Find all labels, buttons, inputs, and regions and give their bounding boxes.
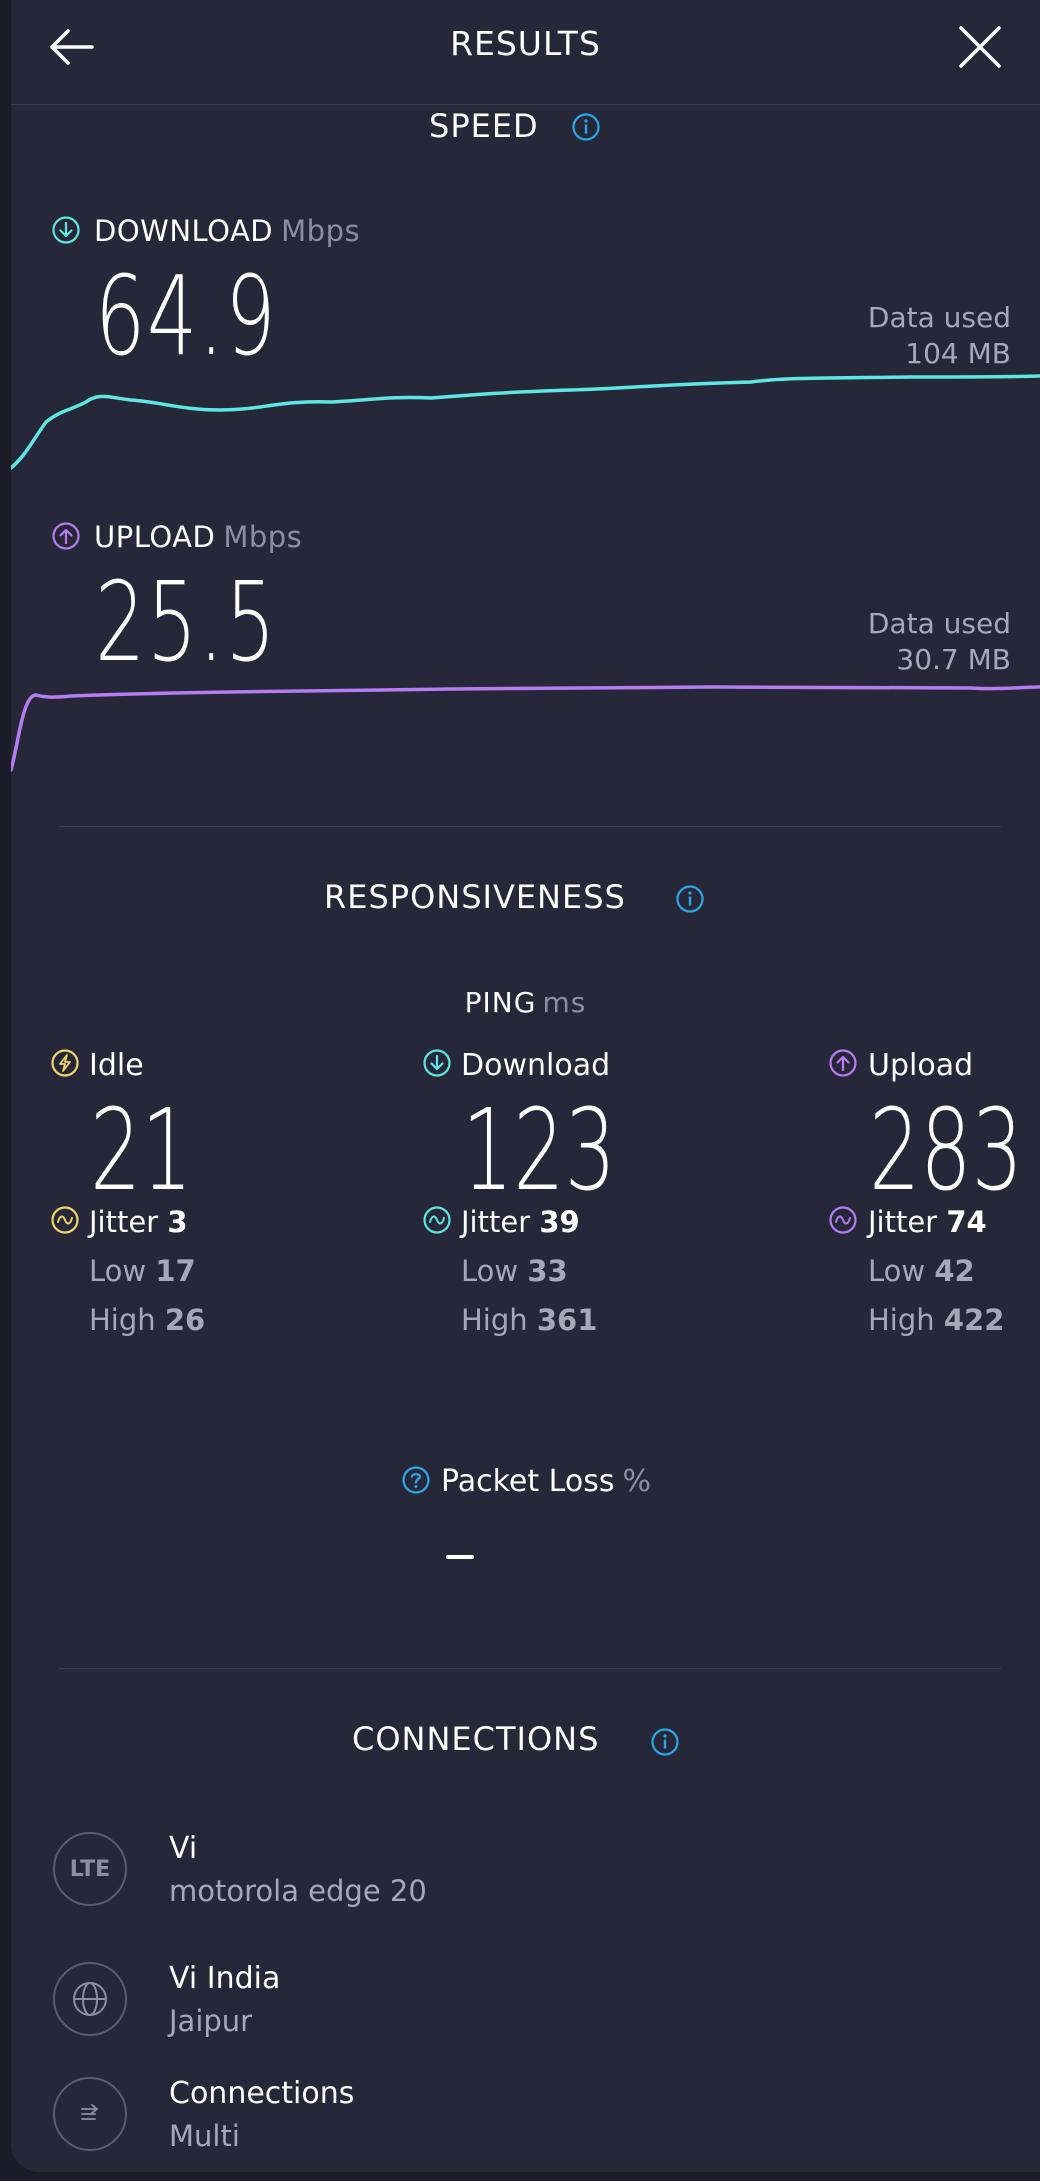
idle-low: Low 17 (89, 1254, 196, 1288)
download-jitter-label: Jitter (461, 1205, 531, 1239)
connections-label: Connections (169, 2076, 355, 2111)
download-unit: Mbps (281, 214, 361, 248)
ping-title: PING ms (11, 986, 1040, 1019)
section-divider (59, 1668, 1001, 1669)
ping-download-icon (423, 1049, 451, 1077)
upload-high-label: High (868, 1303, 935, 1337)
responsiveness-heading: RESPONSIVENESS (324, 878, 626, 916)
download-high-value: 361 (536, 1303, 598, 1337)
responsiveness-info-icon[interactable] (675, 884, 705, 914)
carrier-name: Vi (169, 1831, 198, 1866)
speed-heading: SPEED (429, 107, 539, 145)
packet-loss-help-icon[interactable] (401, 1465, 431, 1495)
upload-data-used-value: 30.7 MB (896, 643, 1011, 676)
idle-low-value: 17 (155, 1254, 196, 1288)
download-high: High 361 (461, 1303, 597, 1337)
download-arrow-icon (52, 216, 80, 244)
ping-label: PING (464, 986, 537, 1019)
upload-label: UPLOAD Mbps (94, 520, 302, 554)
idle-high-value: 26 (164, 1303, 206, 1337)
download-label-text: DOWNLOAD (94, 214, 274, 248)
idle-label: Idle (89, 1048, 144, 1083)
close-button[interactable] (952, 20, 1008, 76)
back-button[interactable] (44, 20, 100, 76)
download-label: DOWNLOAD Mbps (94, 214, 360, 248)
upload-high-value: 422 (943, 1303, 1005, 1337)
download-low: Low 33 (461, 1254, 568, 1288)
download-jitter-icon (423, 1206, 451, 1234)
download-high-label: High (461, 1303, 528, 1337)
download-ping-label: Download (461, 1048, 611, 1083)
idle-high-label: High (89, 1303, 156, 1337)
upload-low-value: 42 (934, 1254, 975, 1288)
upload-unit: Mbps (223, 520, 303, 554)
connections-heading: CONNECTIONS (352, 1720, 600, 1758)
ping-unit: ms (542, 986, 587, 1019)
page-title: RESULTS (450, 24, 601, 63)
device-name: motorola edge 20 (169, 1874, 427, 1908)
arrow-left-icon (50, 29, 94, 65)
ping-upload-icon (829, 1049, 857, 1077)
idle-jitter: Jitter 3 (89, 1205, 188, 1239)
packet-loss-label: Packet Loss% (441, 1464, 651, 1499)
download-ping-value: 123 (462, 1086, 616, 1216)
close-icon (959, 26, 1001, 68)
idle-high: High 26 (89, 1303, 205, 1337)
download-jitter: Jitter 39 (461, 1205, 580, 1239)
idle-ping-value: 21 (90, 1086, 193, 1216)
idle-jitter-value: 3 (167, 1205, 188, 1239)
connections-mode: Multi (169, 2119, 240, 2153)
download-jitter-value: 39 (539, 1205, 580, 1239)
download-low-label: Low (461, 1254, 519, 1288)
upload-jitter: Jitter 74 (868, 1205, 987, 1239)
upload-low-label: Low (868, 1254, 926, 1288)
download-data-used-value: 104 MB (905, 337, 1011, 370)
packet-loss-unit: % (622, 1464, 651, 1499)
upload-jitter-value: 74 (946, 1205, 987, 1239)
upload-speed-value: 25.5 (95, 558, 278, 686)
idle-bolt-icon (51, 1049, 79, 1077)
speed-info-icon[interactable] (571, 112, 601, 142)
packet-loss-value (446, 1555, 474, 1559)
download-speed-graph (11, 374, 1040, 470)
multi-connection-icon-wrap (53, 2077, 127, 2151)
upload-ping-label: Upload (868, 1048, 974, 1083)
upload-jitter-label: Jitter (868, 1205, 938, 1239)
packet-loss-text: Packet Loss (441, 1464, 615, 1499)
idle-jitter-icon (51, 1206, 79, 1234)
download-low-value: 33 (527, 1254, 568, 1288)
multi-connection-icon (81, 2104, 99, 2120)
upload-data-used-label: Data used (867, 607, 1011, 640)
download-speed-value: 64.9 (95, 252, 278, 380)
download-data-used-label: Data used (867, 301, 1011, 334)
upload-ping-value: 283 (869, 1086, 1023, 1216)
idle-low-label: Low (89, 1254, 147, 1288)
server-location: Jaipur (169, 2004, 253, 2038)
idle-jitter-label: Jitter (89, 1205, 159, 1239)
upload-data-used: Data used 30.7 MB (711, 606, 1011, 678)
upload-low: Low 42 (868, 1254, 975, 1288)
results-panel: RESULTS SPEED DOWNLOAD Mbps 64.9 Data use… (11, 0, 1040, 2172)
upload-speed-graph (11, 685, 1040, 772)
globe-icon (73, 1982, 107, 2016)
upload-label-text: UPLOAD (94, 520, 216, 554)
globe-icon-wrap (53, 1962, 127, 2036)
download-data-used: Data used 104 MB (711, 300, 1011, 372)
section-divider (59, 826, 1001, 827)
upload-arrow-icon (52, 522, 80, 550)
top-bar: RESULTS (11, 0, 1040, 105)
connections-info-icon[interactable] (650, 1727, 680, 1757)
upload-jitter-icon (829, 1206, 857, 1234)
upload-high: High 422 (868, 1303, 1004, 1337)
lte-icon: LTE (53, 1832, 127, 1906)
server-name: Vi India (169, 1961, 281, 1996)
